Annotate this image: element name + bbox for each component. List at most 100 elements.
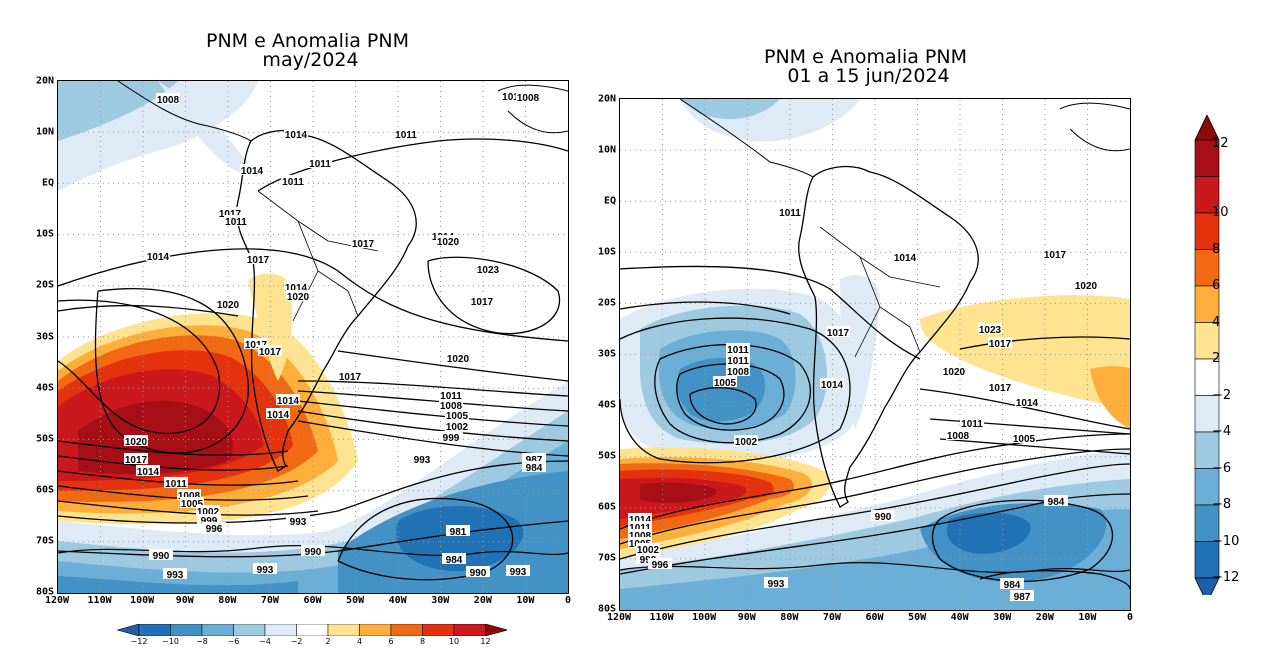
- contour-label-bg: [734, 435, 758, 446]
- contour-label-bg: [442, 553, 466, 564]
- coastlines: [620, 99, 1130, 573]
- contour-label: 1008: [517, 93, 540, 104]
- contour-label-bg: [470, 295, 494, 306]
- contour-label: 999: [443, 433, 460, 444]
- lat-tick-label: 60S: [35, 484, 54, 496]
- colorbar-swatch: [1194, 322, 1220, 360]
- contour-label: 990: [470, 568, 487, 579]
- contour-label-bg: [197, 514, 221, 525]
- panel1-map: 1008 1011 1014 1011 1011 1014 1011 1017 1011 1014…: [57, 80, 569, 594]
- horizontal-colorbar-bar: [117, 624, 507, 636]
- contour-label-bg: [338, 370, 362, 381]
- contour-label: 1011: [629, 523, 651, 534]
- contour-label: 1023: [477, 265, 500, 276]
- contour-label: 1014: [241, 166, 264, 177]
- hcolorbar-tick-label: −6: [227, 637, 240, 646]
- lat-tick-label: 20S: [597, 297, 616, 309]
- contour-label: 996: [652, 560, 669, 571]
- lon-tick-label: 10W: [516, 595, 535, 606]
- lat-tick-label: 50S: [597, 450, 616, 462]
- contour-label: 1008: [727, 367, 750, 378]
- contour-label-bg: [871, 510, 895, 521]
- contour-label: 1002: [637, 545, 660, 556]
- contour-label-bg: [216, 298, 240, 309]
- contour-label: 1005: [446, 411, 469, 422]
- colorbar-tick-label: 4: [1212, 314, 1221, 330]
- contour-label: 1014: [147, 252, 170, 263]
- contour-label-bg: [726, 365, 750, 376]
- contour-label: 1017: [125, 455, 148, 466]
- hcolorbar-arrow-right: [485, 624, 507, 636]
- contour-label-bg: [1044, 495, 1068, 506]
- contour-label-bg: [301, 545, 325, 556]
- contour-label: 1011: [225, 217, 247, 228]
- colorbar-tick-label: 8: [1212, 241, 1221, 257]
- contour-label-bg: [893, 251, 917, 262]
- contour-label: 1005: [714, 378, 737, 389]
- contour-label-bg: [276, 394, 300, 405]
- contour-label-bg: [445, 409, 469, 420]
- hcolorbar-tick-label: −8: [196, 637, 208, 646]
- contour-label-bg: [124, 435, 148, 446]
- lon-tick-label: 30W: [993, 612, 1012, 623]
- contour-label: 981: [450, 527, 467, 538]
- hcolorbar-swatch: [327, 624, 360, 636]
- colorbar-tick-label: −6: [1212, 460, 1232, 476]
- contour-label: 990: [875, 512, 892, 523]
- contour-label-bg: [726, 354, 750, 365]
- contour-label: 993: [510, 567, 527, 578]
- contour-label-bg: [180, 497, 204, 508]
- hcolorbar-tick-label: 6: [388, 637, 394, 646]
- lon-tick-label: 60W: [303, 595, 322, 606]
- contour-label: 1014: [894, 253, 917, 264]
- lon-tick-label: 110W: [87, 595, 112, 606]
- contour-label: 1002: [735, 437, 758, 448]
- lon-tick-label: 50W: [908, 612, 927, 623]
- lat-tick-label: 20N: [35, 75, 54, 87]
- lon-tick-label: 10W: [1078, 612, 1097, 623]
- contour-label-bg: [164, 477, 188, 488]
- lon-tick-label: 120W: [44, 595, 70, 606]
- contour-label: 1002: [197, 507, 220, 518]
- lat-tick-label: 10S: [597, 246, 616, 258]
- contour-label: 1011: [165, 479, 187, 490]
- lon-tick-label: 60W: [865, 612, 884, 623]
- contour-label: 987: [1014, 592, 1031, 603]
- contour-label: 993: [768, 579, 785, 590]
- lat-tick-label: 30S: [597, 348, 616, 360]
- lat-tick-label: 70S: [597, 552, 616, 564]
- contour-label-bg: [202, 522, 226, 533]
- contour-label-bg: [163, 568, 187, 579]
- contour-label: 1020: [447, 354, 470, 365]
- lat-tick-label: EQ: [41, 177, 54, 189]
- lon-tick-label: 70W: [260, 595, 279, 606]
- contour-label: 1017: [352, 239, 375, 250]
- contour-label-bg: [628, 521, 652, 532]
- contour-label-bg: [1012, 432, 1036, 443]
- contour-label: 1005: [181, 499, 204, 510]
- contour-label-bg: [446, 352, 470, 363]
- colorbar-swatch: [1194, 358, 1220, 396]
- lon-tick-label: 20W: [1035, 612, 1054, 623]
- contour-label: 1014: [629, 515, 652, 526]
- contour-label: 990: [305, 547, 322, 558]
- contour-label: 1008: [629, 531, 652, 542]
- contour-label: 1011: [440, 391, 462, 402]
- anomaly-region: [920, 295, 1130, 409]
- lat-tick-label: 20S: [35, 279, 54, 291]
- contour-label-bg: [439, 389, 463, 400]
- colorbar-tick-label: −2: [1212, 387, 1232, 403]
- contour-label: 1014: [285, 130, 308, 141]
- hcolorbar-tick-label: −2: [290, 637, 303, 646]
- anomaly-region: [946, 512, 1031, 554]
- colorbar-swatch: [1194, 212, 1220, 250]
- lon-tick-label: 40W: [950, 612, 969, 623]
- contour-label-bg: [522, 461, 546, 472]
- contour-label-bg: [778, 206, 802, 217]
- contour-label-bg: [978, 323, 1002, 334]
- contour-label: 1011: [727, 345, 749, 356]
- contour-label-bg: [410, 453, 434, 464]
- hcolorbar-swatch: [453, 624, 486, 636]
